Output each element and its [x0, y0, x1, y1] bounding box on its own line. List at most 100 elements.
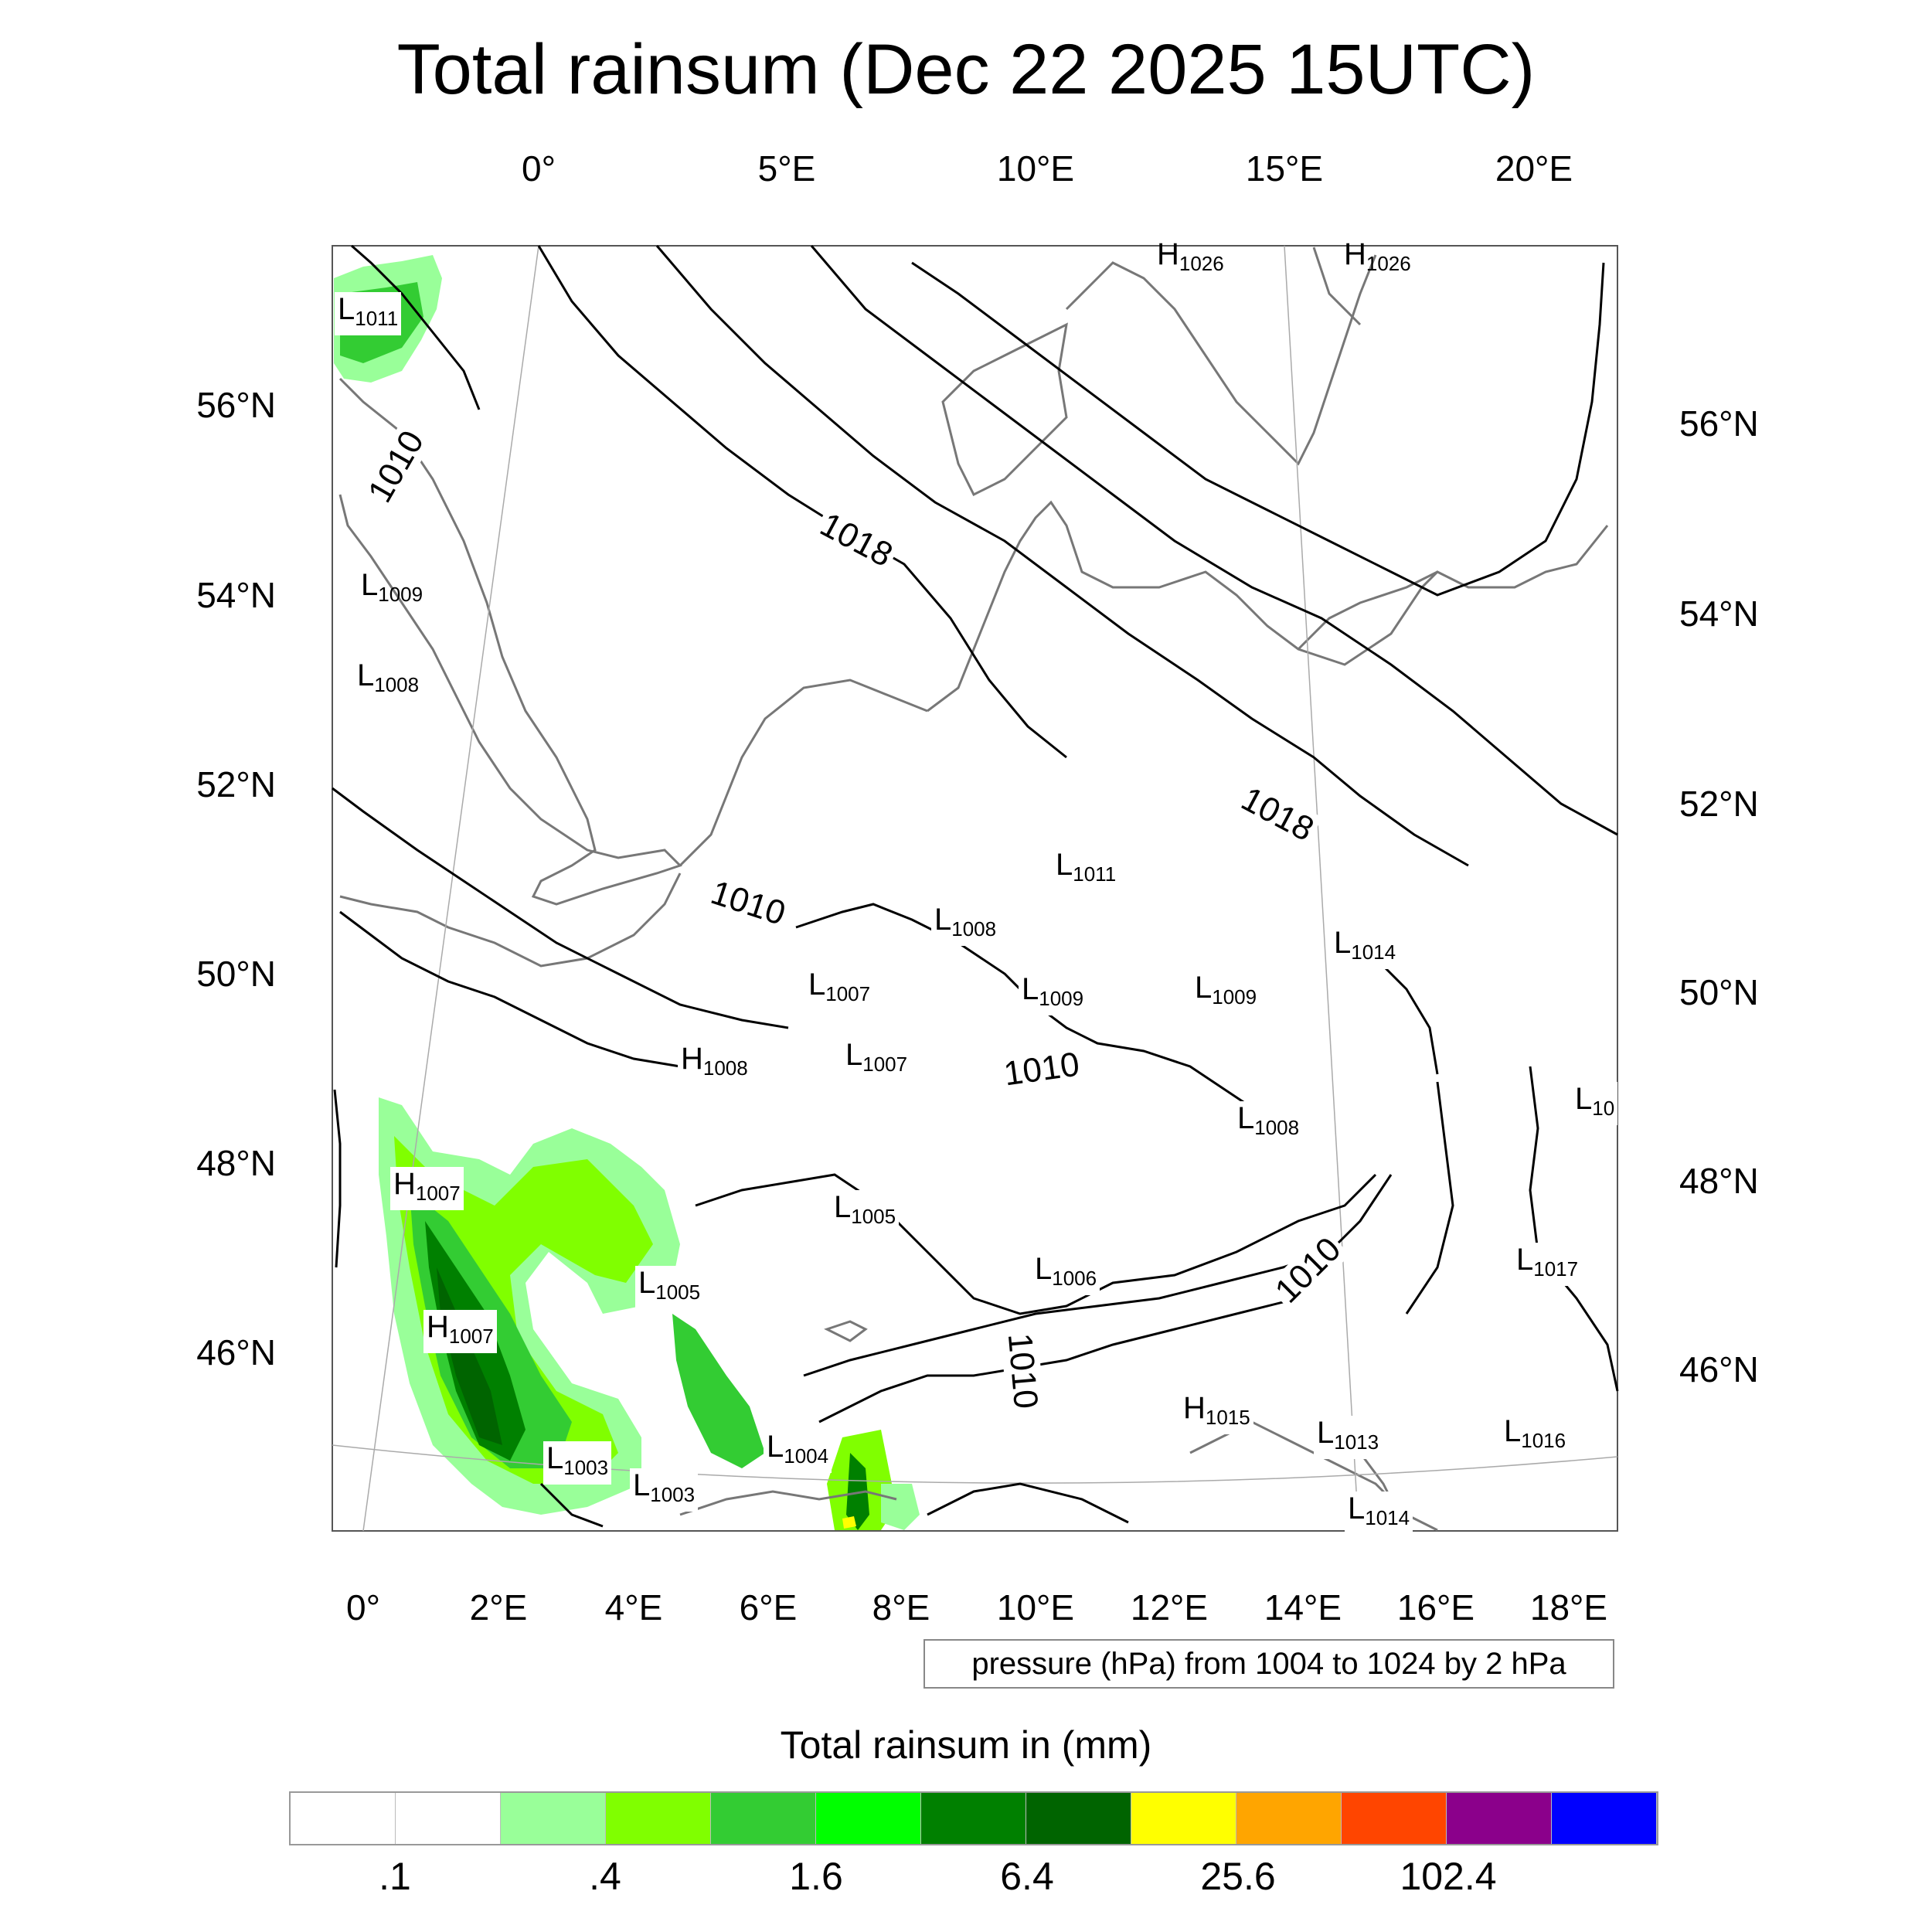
- pressure-center: L1014: [1345, 1492, 1413, 1535]
- pressure-center: L1017: [1513, 1243, 1582, 1286]
- pressure-center: L1009: [361, 568, 423, 606]
- left-tick-0: 56°N: [196, 385, 276, 425]
- colorbar-swatch-5: [816, 1793, 921, 1844]
- isobar-7: [339, 910, 727, 1076]
- meridian-0: [362, 245, 539, 1532]
- pressure-center: L1011: [1053, 848, 1120, 891]
- isobar-17: [1374, 957, 1439, 1075]
- pressure-center: L1004: [764, 1430, 832, 1473]
- isobar-9: [695, 1173, 1377, 1315]
- pressure-center: H1007: [390, 1167, 464, 1210]
- left-tick-5: 46°N: [196, 1332, 276, 1372]
- colorbar-swatch-3: [606, 1793, 711, 1844]
- rain-patch-ligurian-core: [846, 1453, 869, 1530]
- colorbar-swatch-4: [711, 1793, 816, 1844]
- lake-geneva: [824, 1320, 868, 1342]
- pressure-center: L1008: [931, 903, 1000, 946]
- pressure-center: L1006: [1032, 1252, 1100, 1295]
- colorbar-swatch-12: [1552, 1793, 1657, 1844]
- pressure-center: L1007: [842, 1038, 911, 1081]
- bottom-tick-3: 6°E: [739, 1587, 798, 1628]
- pressure-center: L10: [1572, 1082, 1618, 1125]
- coastline-denmark: [941, 322, 1068, 497]
- colorbar-title: Total rainsum in (mm): [780, 1723, 1152, 1767]
- top-tick-1: 5°E: [757, 148, 816, 189]
- coastline-sweden: [1065, 254, 1377, 466]
- coastline-benelux: [679, 679, 928, 867]
- left-tick-4: 48°N: [196, 1143, 276, 1183]
- left-tick-1: 54°N: [196, 575, 276, 615]
- bottom-tick-9: 18°E: [1529, 1587, 1608, 1628]
- right-tick-1: 54°N: [1679, 594, 1759, 634]
- bottom-tick-8: 16°E: [1396, 1587, 1475, 1628]
- colorbar-label: 6.4: [1000, 1855, 1054, 1898]
- isobar-15: [333, 1089, 342, 1268]
- colorbar: [289, 1791, 1658, 1845]
- right-tick-4: 48°N: [1679, 1161, 1759, 1201]
- bottom-tick-6: 12°E: [1130, 1587, 1209, 1628]
- pressure-center: L1009: [1019, 972, 1087, 1015]
- right-tick-5: 46°N: [1679, 1349, 1759, 1389]
- isobar-1: [351, 244, 481, 410]
- left-tick-3: 50°N: [196, 954, 276, 994]
- pressure-center: L1008: [1234, 1101, 1303, 1145]
- pressure-center: H1026: [1344, 237, 1411, 275]
- rain-patch-east: [881, 1484, 920, 1530]
- top-tick-2: 10°E: [996, 148, 1075, 189]
- top-tick-4: 20°E: [1495, 148, 1573, 189]
- pressure-center: L1005: [635, 1266, 704, 1309]
- pressure-center: H1026: [1157, 237, 1224, 275]
- isobars: [332, 244, 1619, 1528]
- isobar-3: [655, 245, 1469, 867]
- top-tick-0: 0°: [522, 148, 556, 189]
- coastline-france-north: [339, 872, 682, 968]
- colorbar-swatch-9: [1236, 1793, 1342, 1844]
- rain-patch-ligurian-yellow: [842, 1516, 856, 1529]
- coastline-britain: [338, 377, 682, 906]
- isobar-11: [818, 1297, 1299, 1423]
- pressure-center: H1007: [423, 1310, 497, 1353]
- colorbar-swatch-2: [501, 1793, 606, 1844]
- coastlines: [338, 247, 1609, 1532]
- bottom-tick-2: 4°E: [604, 1587, 663, 1628]
- colorbar-swatch-6: [921, 1793, 1026, 1844]
- isobar-label-1010-e: 1010: [1000, 1328, 1045, 1413]
- rainfall-shading: [334, 255, 920, 1530]
- right-tick-0: 56°N: [1679, 403, 1759, 444]
- right-tick-2: 52°N: [1679, 784, 1759, 824]
- coastline-ligurian: [679, 1490, 897, 1516]
- coastline-sweden-islands: [1312, 247, 1362, 326]
- pressure-center: L1007: [805, 968, 874, 1011]
- pressure-center: L1005: [831, 1190, 900, 1233]
- colorbar-swatch-1: [396, 1793, 501, 1844]
- coastline-germany-north: [927, 500, 1609, 713]
- isobar-4: [810, 245, 1618, 836]
- meridian-15e: [1284, 245, 1359, 1532]
- top-tick-3: 15°E: [1245, 148, 1324, 189]
- bottom-tick-4: 8°E: [872, 1587, 930, 1628]
- isobar-2: [537, 245, 1067, 759]
- map-frame: [332, 245, 1618, 1532]
- isobar-16: [1405, 1081, 1454, 1315]
- colorbar-swatch-0: [291, 1793, 396, 1844]
- pressure-center: L1014: [1331, 926, 1400, 969]
- map-title: Total rainsum (Dec 22 2025 15UTC): [396, 30, 1536, 109]
- colorbar-label: 102.4: [1400, 1855, 1497, 1898]
- bottom-tick-7: 14°E: [1264, 1587, 1342, 1628]
- colorbar-swatch-8: [1131, 1793, 1236, 1844]
- graticule: [332, 245, 1618, 1532]
- pressure-center: L1011: [335, 292, 402, 335]
- pressure-center: L1003: [543, 1441, 612, 1485]
- isobar-5: [911, 261, 1605, 597]
- colorbar-label: .4: [589, 1855, 621, 1898]
- right-tick-3: 50°N: [1679, 972, 1759, 1012]
- colorbar-swatch-7: [1026, 1793, 1131, 1844]
- pressure-center: H1015: [1180, 1391, 1253, 1434]
- coastline-baltic-poland: [1297, 570, 1438, 651]
- pressure-interval-note: pressure (hPa) from 1004 to 1024 by 2 hP…: [923, 1639, 1614, 1689]
- pressure-center: L1008: [357, 658, 420, 696]
- bottom-tick-0: 0°: [346, 1587, 380, 1628]
- colorbar-label: .1: [379, 1855, 411, 1898]
